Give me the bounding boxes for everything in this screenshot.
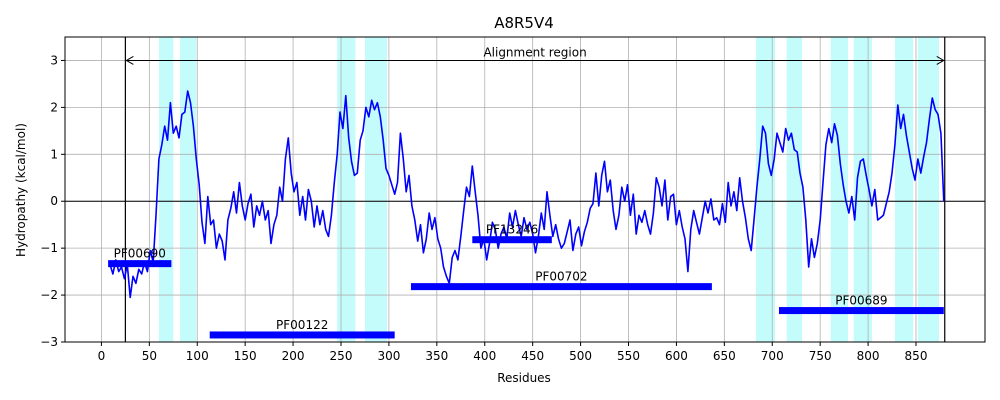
- x-tick-label-750: 750: [809, 349, 832, 363]
- highlight-band-2: [180, 37, 197, 342]
- domain-label-5: PF00689: [835, 294, 887, 308]
- y-tick-label-1: 1: [50, 147, 58, 161]
- alignment-arrow-left-head: [125, 56, 134, 65]
- y-tick-label--2: −2: [40, 288, 58, 302]
- y-tick-label--3: −3: [40, 335, 58, 349]
- x-tick-label-850: 850: [905, 349, 928, 363]
- alignment-region: Alignment region: [125, 45, 945, 65]
- highlight-band-3: [337, 37, 356, 342]
- domain-label-3: PF13246: [486, 223, 538, 237]
- alignment-arrow-right-head: [936, 56, 945, 65]
- x-tick-label-500: 500: [569, 349, 592, 363]
- highlight-band-8: [853, 37, 872, 342]
- x-tick-label-600: 600: [665, 349, 688, 363]
- x-tick-label-550: 550: [617, 349, 640, 363]
- x-tick-label-800: 800: [857, 349, 880, 363]
- x-tick-label-400: 400: [473, 349, 496, 363]
- y-tick-label-2: 2: [50, 100, 58, 114]
- highlight-band-6: [786, 37, 802, 342]
- domain-bar-5: [778, 307, 944, 315]
- y-axis-title: Hydropathy (kcal/mol): [14, 123, 28, 257]
- domain-bar-3: [472, 236, 552, 244]
- x-tick-label-200: 200: [282, 349, 305, 363]
- x-tick-label-100: 100: [186, 349, 209, 363]
- alignment-boundaries: [124, 37, 946, 342]
- y-tick-label--1: −1: [40, 241, 58, 255]
- highlight-band-1: [158, 37, 174, 342]
- domain-bar-1: [108, 260, 172, 268]
- x-tick-label-650: 650: [713, 349, 736, 363]
- plot-frame: [64, 36, 986, 343]
- hydropathy-line-1: [109, 90, 945, 299]
- highlight-band-7: [830, 37, 848, 342]
- hydropathy-series: [109, 90, 945, 299]
- x-tick-label-150: 150: [234, 349, 257, 363]
- x-tick-label-0: 0: [98, 349, 106, 363]
- domain-label-2: PF00122: [276, 318, 328, 332]
- highlight-band-5: [755, 37, 776, 342]
- x-tick-label-350: 350: [425, 349, 448, 363]
- alignment-region-label: Alignment region: [483, 45, 586, 59]
- x-tick-label-450: 450: [521, 349, 544, 363]
- x-tick-label-250: 250: [330, 349, 353, 363]
- x-tick-label-700: 700: [761, 349, 784, 363]
- domain-bar-4: [410, 283, 712, 291]
- highlight-band-9: [894, 37, 914, 342]
- highlight-band-10: [917, 37, 939, 342]
- axis-ticks: 0 50 100 150 200 250 300 350 400 450 500 550 600 650 7…: [40, 53, 927, 363]
- domain-label-1: PF00690: [114, 247, 166, 261]
- highlight-band-4: [364, 37, 387, 342]
- y-tick-label-3: 3: [50, 53, 58, 67]
- x-axis-title: Residues: [497, 371, 551, 385]
- domain-bar-2: [209, 331, 395, 339]
- y-tick-label-0: 0: [50, 194, 58, 208]
- domain-bars: PF00690 PF00122 PF13246 PF00702 PF00689: [108, 223, 944, 339]
- domain-label-4: PF00702: [535, 270, 587, 284]
- x-tick-label-300: 300: [377, 349, 400, 363]
- x-tick-label-50: 50: [142, 349, 157, 363]
- chart-title: A8R5V4: [494, 14, 554, 32]
